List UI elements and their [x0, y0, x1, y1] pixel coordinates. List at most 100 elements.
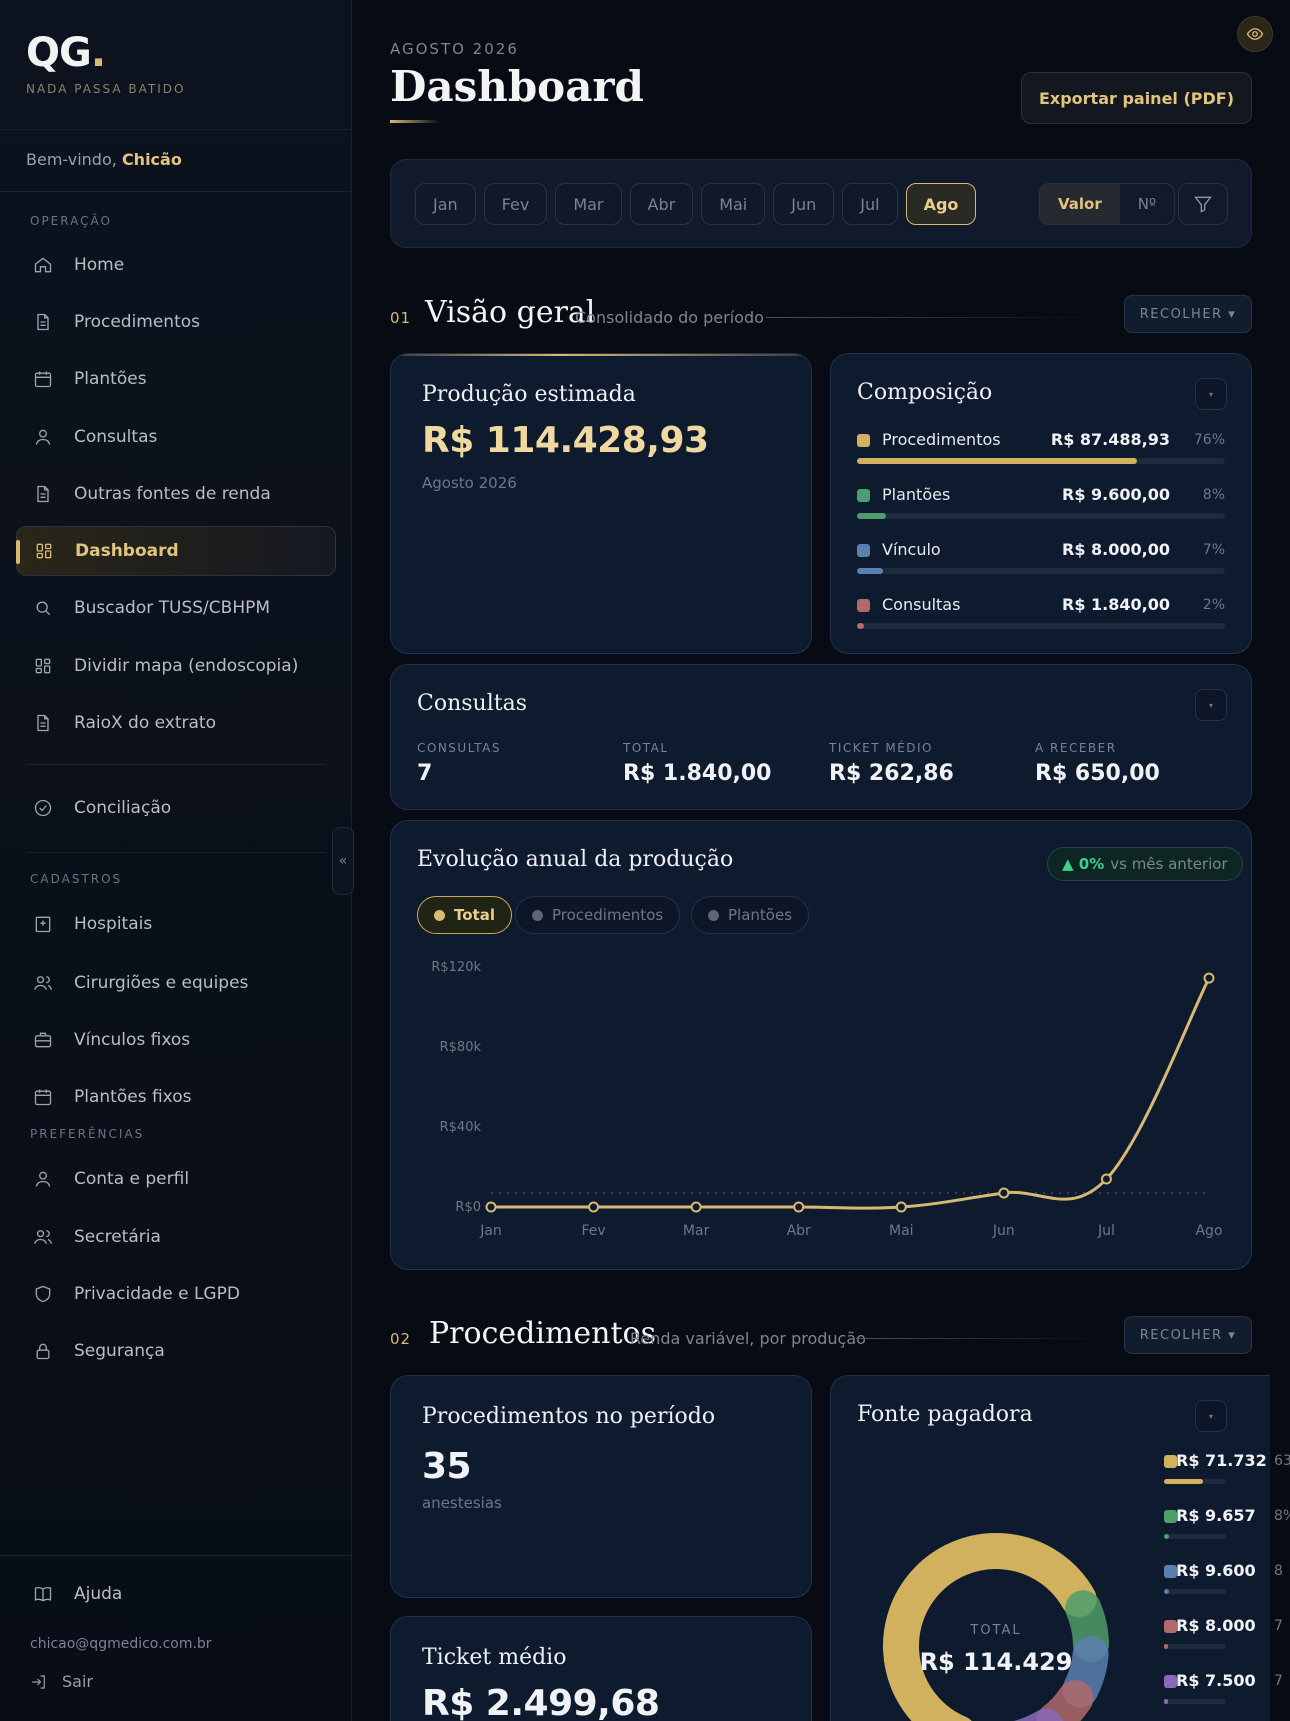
- card-evolucao-anual: Evolução anual da produção ▲ 0% vs mês an…: [390, 820, 1252, 1270]
- sidebar-item-label: Hospitais: [74, 914, 153, 934]
- sidebar-item-consultas[interactable]: Consultas: [16, 412, 336, 462]
- sidebar-item-v-nculos-fixos[interactable]: Vínculos fixos: [16, 1015, 336, 1065]
- welcome-text: Bem-vindo, Chicão: [26, 150, 182, 169]
- month-mai[interactable]: Mai: [701, 183, 766, 225]
- month-jul[interactable]: Jul: [842, 183, 898, 225]
- card-consultas: Consultas ▾ CONSULTAS 7 TOTAL R$ 1.840,00 TI…: [390, 664, 1252, 810]
- sidebar-item-label: Home: [74, 255, 125, 275]
- legend-toggle-procedimentos[interactable]: Procedimentos: [515, 896, 681, 934]
- legend-toggle-total[interactable]: Total: [417, 896, 512, 934]
- sidebar-item-buscador-tuss-cbhpm[interactable]: Buscador TUSS/CBHPM: [16, 583, 336, 633]
- producao-value: R$ 114.428,93: [422, 420, 709, 461]
- producao-period: Agosto 2026: [422, 474, 517, 492]
- section-label-operacao: OPERAÇÃO: [30, 214, 112, 228]
- y-tick-label: R$80k: [440, 1040, 482, 1055]
- grid-icon: [32, 655, 54, 677]
- sidebar-item-procedimentos[interactable]: Procedimentos: [16, 297, 336, 347]
- x-tick-label: Jul: [1097, 1223, 1115, 1239]
- fonte-value: R$ 9.657: [1176, 1506, 1256, 1525]
- fonte-value: R$ 9.600: [1176, 1561, 1256, 1580]
- data-point: [793, 1201, 805, 1213]
- section-title: Visão geral: [425, 295, 596, 330]
- filter-icon[interactable]: [1178, 183, 1228, 225]
- sidebar-item-outras-fontes-de-renda[interactable]: Outras fontes de renda: [16, 469, 336, 519]
- calendar-icon: [32, 368, 54, 390]
- sidebar-item-secret-ria[interactable]: Secretária: [16, 1212, 336, 1262]
- logout-button[interactable]: Sair: [30, 1672, 93, 1691]
- sidebar-item-conta-e-perfil[interactable]: Conta e perfil: [16, 1154, 336, 1204]
- calendar-icon: [32, 1086, 54, 1108]
- x-tick-label: Fev: [581, 1223, 605, 1239]
- composicao-row: Procedimentos R$ 87.488,93 76%: [857, 430, 1225, 470]
- card-title: Procedimentos no período: [422, 1404, 716, 1429]
- tagline: NADA PASSA BATIDO: [26, 82, 186, 96]
- composicao-row: Consultas R$ 1.840,00 2%: [857, 595, 1225, 635]
- collapse-section-button[interactable]: RECOLHER ▾: [1124, 295, 1252, 333]
- user-email: chicao@qgmedico.com.br: [30, 1636, 212, 1652]
- stat-value: R$ 1.840,00: [623, 761, 772, 786]
- sidebar-item-seguran-a[interactable]: Segurança: [16, 1326, 336, 1376]
- sidebar-item-privacidade-e-lgpd[interactable]: Privacidade e LGPD: [16, 1269, 336, 1319]
- chevron-down-icon[interactable]: ▾: [1195, 1400, 1227, 1432]
- chevron-down-icon[interactable]: ▾: [1195, 689, 1227, 721]
- month-abr[interactable]: Abr: [629, 183, 694, 225]
- card-composicao: Composição ▾ Procedimentos R$ 87.488,93 76…: [830, 353, 1252, 654]
- month-ago[interactable]: Ago: [905, 183, 977, 225]
- sidebar-item-plant-es[interactable]: Plantões: [16, 354, 336, 404]
- composicao-percent: 2%: [1202, 597, 1225, 613]
- month-jun[interactable]: Jun: [773, 183, 835, 225]
- sidebar-item-plant-es-fixos[interactable]: Plantões fixos: [16, 1072, 336, 1122]
- card-ticket-medio: Ticket médio R$ 2.499,68: [390, 1616, 812, 1721]
- progress-fill: [1164, 1589, 1169, 1594]
- sidebar-item-label: Dashboard: [75, 541, 179, 561]
- chevron-down-icon[interactable]: ▾: [1195, 378, 1227, 410]
- fonte-legend-row: R$ 9.600 8: [1164, 1561, 1290, 1601]
- month-mar[interactable]: Mar: [555, 183, 622, 225]
- fonte-legend-row: R$ 7.500 7: [1164, 1671, 1290, 1711]
- legend-toggle-plantões[interactable]: Plantões: [691, 896, 810, 934]
- legend-swatch: [1164, 1675, 1177, 1688]
- sidebar-item-cirurgi-es-e-equipes[interactable]: Cirurgiões e equipes: [16, 958, 336, 1008]
- legend-label: Procedimentos: [552, 906, 664, 924]
- section-label-preferencias: PREFERÊNCIAS: [30, 1127, 145, 1141]
- donut-slice[interactable]: [1036, 1680, 1094, 1721]
- sidebar-collapse-button[interactable]: «: [332, 827, 354, 895]
- stat-value: 7: [417, 761, 433, 786]
- sidebar-item-label: Privacidade e LGPD: [74, 1284, 240, 1304]
- legend-swatch: [857, 489, 870, 502]
- sidebar-item-dividir-mapa-endoscopia-[interactable]: Dividir mapa (endoscopia): [16, 641, 336, 691]
- y-tick-label: R$120k: [431, 960, 481, 975]
- sidebar-item-conciliacao[interactable]: Conciliação: [16, 783, 336, 833]
- divider: [26, 764, 326, 765]
- brand[interactable]: QG. NADA PASSA BATIDO: [26, 30, 185, 96]
- composicao-value: R$ 1.840,00: [1062, 595, 1170, 614]
- sidebar-item-home[interactable]: Home: [16, 240, 336, 290]
- composicao-value: R$ 87.488,93: [1050, 430, 1170, 449]
- collapse-section-button[interactable]: RECOLHER ▾: [1124, 1316, 1252, 1354]
- progress-track: [1164, 1589, 1226, 1594]
- lock-icon: [32, 1340, 54, 1362]
- month-fev[interactable]: Fev: [483, 183, 548, 225]
- donut-slice[interactable]: [883, 1533, 1097, 1721]
- page-title: Dashboard: [390, 62, 644, 111]
- month-jan[interactable]: Jan: [415, 183, 476, 225]
- toggle-numero[interactable]: Nº: [1137, 195, 1157, 213]
- sidebar-item-label: Consultas: [74, 427, 158, 447]
- stat-value: R$ 262,86: [829, 761, 954, 786]
- section-subtitle: Renda variável, por produção: [630, 1329, 866, 1348]
- sidebar-item-ajuda[interactable]: Ajuda: [16, 1569, 336, 1619]
- sidebar-item-label: Outras fontes de renda: [74, 484, 271, 504]
- sidebar-item-raiox-do-extrato[interactable]: RaioX do extrato: [16, 698, 336, 748]
- sidebar-item-label: Secretária: [74, 1227, 161, 1247]
- export-pdf-button[interactable]: Exportar painel (PDF): [1021, 72, 1252, 124]
- sidebar-item-dashboard[interactable]: Dashboard: [16, 526, 336, 576]
- sidebar-item-label: Buscador TUSS/CBHPM: [74, 598, 271, 618]
- sidebar-item-label: Plantões fixos: [74, 1087, 192, 1107]
- progress-fill: [1164, 1479, 1204, 1484]
- stat-value: R$ 650,00: [1035, 761, 1160, 786]
- composicao-label: Procedimentos: [882, 430, 1001, 449]
- eye-icon[interactable]: [1237, 16, 1273, 52]
- procedimentos-unit: anestesias: [422, 1494, 502, 1512]
- toggle-valor[interactable]: Valor: [1040, 184, 1120, 224]
- sidebar-item-hospitais[interactable]: Hospitais: [16, 899, 336, 949]
